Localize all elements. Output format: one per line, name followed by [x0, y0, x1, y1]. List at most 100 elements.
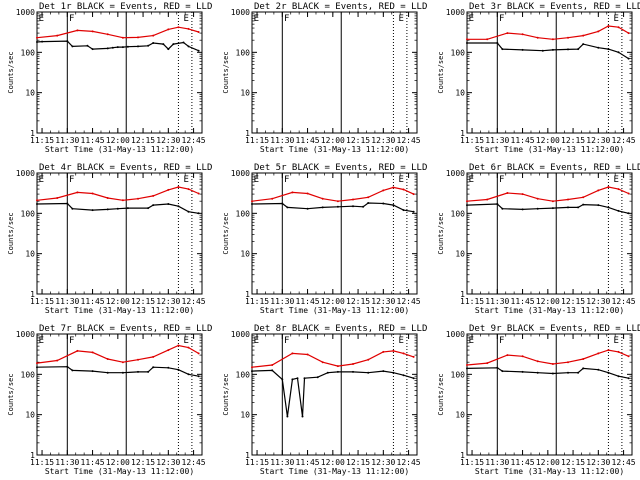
events-series-point	[116, 46, 119, 49]
x-axis-label: Start Time (31-May-13 11:12:00)	[45, 306, 194, 315]
x-tick-label: 11:30	[485, 458, 509, 467]
events-series-point	[336, 205, 339, 208]
events-series-point	[177, 205, 180, 208]
lld-series-point	[306, 192, 309, 195]
events-series-point	[567, 371, 569, 374]
x-tick-label: 12:30	[156, 458, 180, 467]
lld-series-point	[402, 188, 405, 191]
events-series-point	[303, 377, 306, 380]
events-series-point	[577, 371, 580, 374]
panel-title: Det 3r BLACK = Events, RED = LLD	[469, 2, 640, 12]
x-tick-label: 11:30	[55, 136, 79, 145]
x-tick-label: 12:45	[182, 136, 206, 145]
events-series-point	[187, 45, 190, 48]
lld-series-point	[521, 193, 524, 196]
x-axis-label: Start Time (31-May-13 11:12:00)	[260, 306, 409, 315]
lld-series-point	[412, 355, 415, 358]
events-series	[36, 366, 199, 377]
events-series-point	[617, 209, 620, 212]
y-tick-label: 1000	[16, 330, 35, 339]
lld-series-point	[321, 197, 324, 200]
events-series-point	[116, 207, 119, 210]
events-series-point	[106, 47, 109, 50]
lld-series-point	[352, 363, 354, 365]
y-tick-label: 100	[236, 48, 251, 57]
y-tick-label: 1000	[446, 330, 465, 339]
lld-series-point	[607, 186, 610, 188]
lld-series-point	[137, 36, 139, 39]
x-tick-label: 11:15	[30, 297, 54, 306]
events-series-point	[91, 370, 94, 373]
x-tick-label: 11:15	[30, 136, 54, 145]
lld-series-point	[382, 189, 385, 192]
lld-series-point	[486, 198, 489, 201]
events-series	[251, 369, 414, 417]
x-tick-label: 11:30	[270, 297, 294, 306]
events-series-point	[577, 48, 580, 51]
lld-series-point	[152, 355, 155, 358]
marker-label: F	[284, 336, 289, 346]
x-tick-label: 12:15	[346, 458, 370, 467]
plot-frame	[466, 11, 633, 134]
lld-series-point	[392, 186, 395, 189]
lld-series-point	[582, 196, 585, 199]
lld-series-point	[167, 28, 170, 31]
marker-label: E	[398, 175, 403, 185]
events-series-point	[162, 43, 165, 46]
x-axis-label: Start Time (31-May-13 11:12:00)	[475, 145, 624, 154]
panel-title: Det 7r BLACK = Events, RED = LLD	[39, 324, 212, 334]
lld-series-point	[597, 30, 600, 33]
lld-series-point	[466, 38, 468, 41]
y-tick-label: 1	[245, 451, 250, 460]
lld-series-point	[56, 197, 59, 199]
events-series-point	[466, 204, 468, 207]
events-series	[36, 40, 199, 52]
events-series-point	[306, 207, 309, 210]
events-series-point	[71, 369, 74, 372]
plot-frame	[36, 11, 203, 134]
events-series	[251, 202, 414, 213]
lld-series-point	[137, 197, 139, 200]
events-series-point	[281, 202, 284, 205]
lld-series-point	[486, 38, 489, 41]
lld-series	[466, 186, 629, 202]
lld-series-point	[352, 198, 354, 201]
events-series-point	[126, 45, 129, 48]
marker-label: F	[499, 336, 504, 346]
x-tick-label: 12:45	[397, 458, 421, 467]
panel-title: Det 8r BLACK = Events, RED = LLD	[254, 324, 427, 334]
events-series-point	[392, 204, 395, 207]
events-series-point	[577, 206, 580, 209]
events-series-point	[91, 48, 94, 51]
panel-title: Det 2r BLACK = Events, RED = LLD	[254, 2, 427, 12]
events-series-point	[496, 42, 499, 44]
events-series-point	[597, 46, 600, 49]
y-tick-label: 10	[455, 250, 465, 259]
panel-title: Det 6r BLACK = Events, RED = LLD	[469, 163, 640, 173]
events-series-point	[582, 43, 585, 46]
x-tick-label: 11:30	[55, 458, 79, 467]
events-series-point	[627, 212, 630, 215]
events-series-point	[91, 209, 94, 212]
events-series-point	[582, 203, 585, 206]
events-series-point	[251, 203, 253, 205]
events-series-point	[617, 51, 620, 54]
lld-series-point	[91, 192, 94, 195]
events-series-point	[597, 204, 600, 207]
lld-series-point	[382, 350, 385, 353]
events-series-point	[627, 377, 630, 380]
lld-series-point	[627, 355, 630, 358]
y-tick-label: 100	[21, 209, 36, 218]
x-tick-label: 11:45	[296, 136, 320, 145]
lld-series-point	[187, 27, 190, 30]
y-tick-label: 1	[460, 129, 465, 138]
lld-series-point	[291, 191, 294, 194]
plot-frame	[36, 172, 203, 295]
y-tick-label: 1000	[16, 8, 35, 17]
lld-series-point	[177, 26, 180, 29]
events-series-point	[86, 44, 89, 47]
events-series-point	[147, 44, 150, 47]
events-series-point	[382, 202, 385, 205]
lld-series-point	[197, 31, 200, 33]
lld-series-point	[567, 361, 569, 364]
